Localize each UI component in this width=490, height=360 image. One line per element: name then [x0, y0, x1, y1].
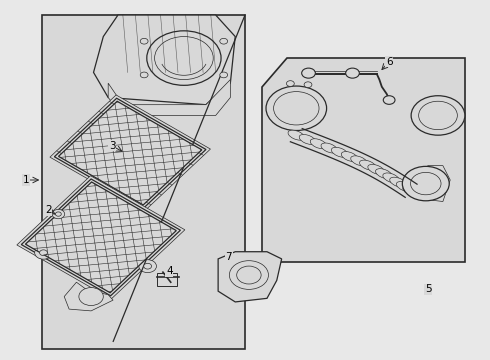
Circle shape: [411, 172, 441, 195]
Circle shape: [52, 210, 65, 219]
Circle shape: [302, 68, 316, 78]
Circle shape: [220, 39, 228, 44]
Circle shape: [155, 37, 213, 80]
Ellipse shape: [288, 130, 305, 140]
Circle shape: [273, 91, 319, 125]
Circle shape: [287, 81, 294, 86]
Ellipse shape: [383, 173, 399, 183]
Polygon shape: [262, 58, 465, 262]
Circle shape: [79, 288, 103, 306]
Circle shape: [55, 212, 61, 216]
Polygon shape: [21, 179, 180, 296]
Polygon shape: [25, 182, 176, 293]
Ellipse shape: [351, 156, 368, 166]
Polygon shape: [414, 166, 450, 202]
Ellipse shape: [390, 177, 406, 187]
Ellipse shape: [299, 134, 316, 144]
Text: 2: 2: [45, 206, 52, 216]
Circle shape: [383, 96, 395, 104]
Circle shape: [266, 86, 327, 131]
Circle shape: [140, 39, 148, 44]
Circle shape: [220, 72, 228, 78]
Text: 5: 5: [425, 284, 432, 294]
Polygon shape: [50, 95, 210, 211]
Polygon shape: [64, 282, 113, 311]
Polygon shape: [17, 176, 185, 299]
Text: 4: 4: [166, 266, 172, 276]
Ellipse shape: [360, 160, 376, 170]
Circle shape: [139, 260, 156, 273]
Polygon shape: [58, 101, 202, 205]
Circle shape: [147, 31, 221, 85]
Ellipse shape: [342, 152, 358, 162]
Bar: [42, 15, 245, 348]
Circle shape: [140, 72, 148, 78]
Ellipse shape: [396, 181, 413, 192]
Ellipse shape: [375, 169, 392, 179]
Ellipse shape: [403, 186, 419, 196]
Ellipse shape: [368, 165, 384, 174]
Polygon shape: [54, 98, 206, 208]
Circle shape: [345, 68, 359, 78]
Text: 7: 7: [225, 252, 232, 262]
Polygon shape: [108, 80, 230, 116]
Text: 1: 1: [23, 175, 29, 185]
Circle shape: [304, 82, 312, 87]
Circle shape: [237, 266, 261, 284]
Ellipse shape: [331, 147, 348, 157]
Circle shape: [40, 250, 48, 256]
Polygon shape: [218, 252, 282, 302]
Ellipse shape: [310, 139, 327, 149]
Circle shape: [35, 246, 52, 259]
Circle shape: [402, 166, 449, 201]
Circle shape: [229, 261, 269, 289]
Circle shape: [418, 101, 457, 130]
Circle shape: [411, 96, 465, 135]
Circle shape: [144, 263, 151, 269]
Polygon shape: [94, 15, 235, 105]
Text: 3: 3: [109, 141, 116, 151]
Bar: [157, 273, 176, 286]
Text: 6: 6: [386, 57, 392, 67]
Ellipse shape: [321, 143, 338, 153]
